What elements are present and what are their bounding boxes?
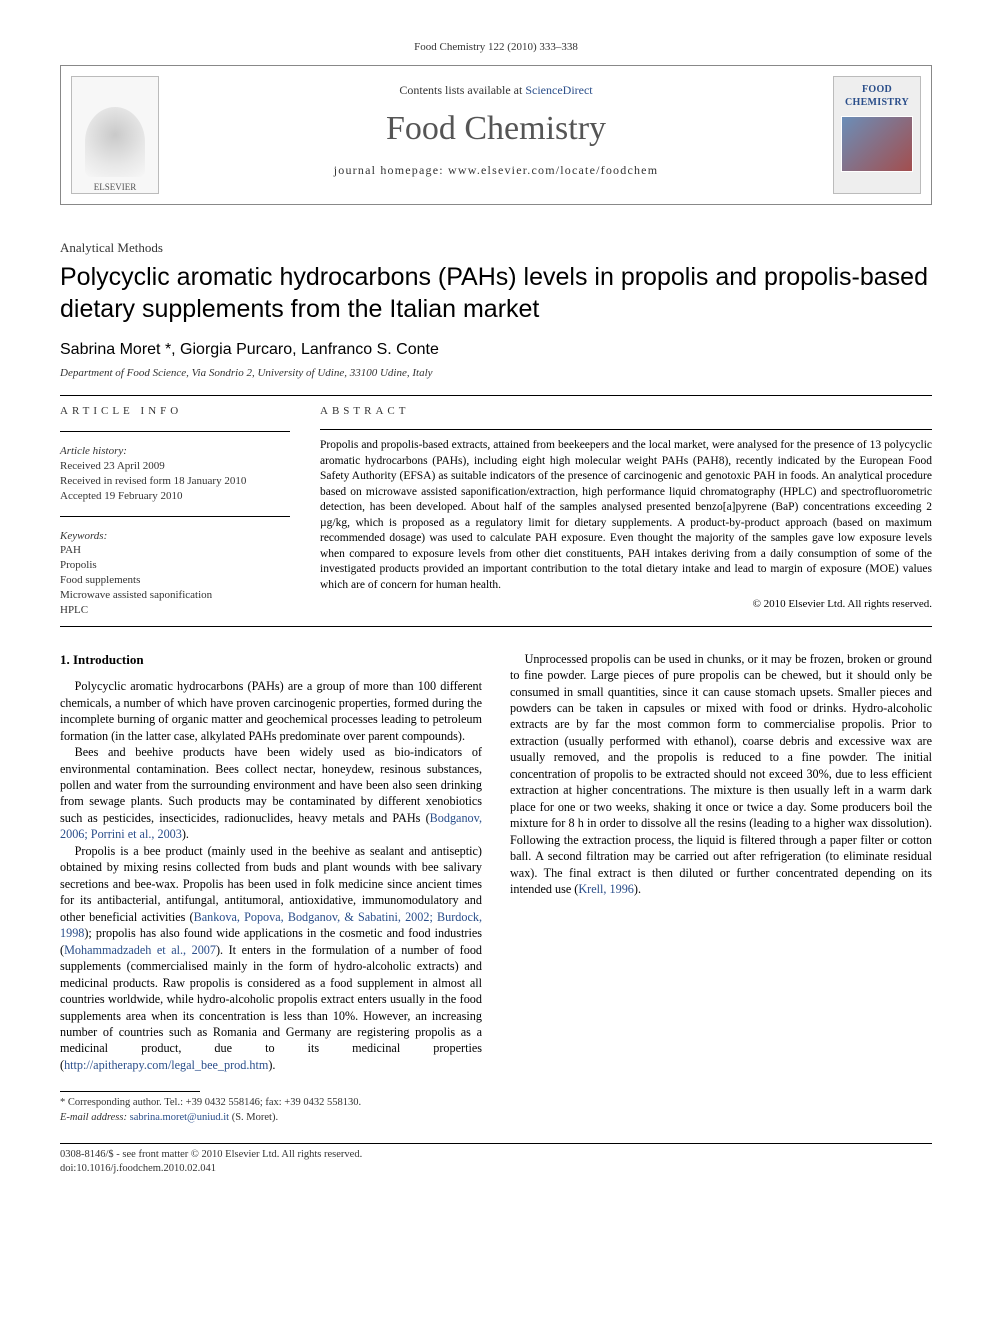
email-label: E-mail address: [60, 1112, 130, 1123]
abstract-heading: ABSTRACT [320, 404, 932, 419]
horizontal-rule [60, 395, 932, 396]
body-text: ). [634, 882, 641, 896]
email-link[interactable]: sabrina.moret@uniud.it [130, 1112, 229, 1123]
info-subrule [60, 431, 290, 432]
info-subrule [60, 516, 290, 517]
citation-link[interactable]: Mohammadzadeh et al., 2007 [64, 943, 216, 957]
footnote-email-line: E-mail address: sabrina.moret@uniud.it (… [60, 1111, 482, 1125]
affiliation: Department of Food Science, Via Sondrio … [60, 366, 932, 381]
external-link[interactable]: http://apitherapy.com/legal_bee_prod.htm [64, 1058, 268, 1072]
body-paragraph: Bees and beehive products have been wide… [60, 744, 482, 843]
issn-line: 0308-8146/$ - see front matter © 2010 El… [60, 1148, 932, 1162]
cover-image-placeholder [841, 116, 913, 172]
sciencedirect-link[interactable]: ScienceDirect [525, 83, 592, 97]
article-meta-row: ARTICLE INFO Article history: Received 2… [60, 404, 932, 617]
contents-prefix: Contents lists available at [399, 83, 525, 97]
contents-lists-line: Contents lists available at ScienceDirec… [171, 82, 821, 98]
keyword: PAH [60, 543, 290, 558]
body-paragraph: Unprocessed propolis can be used in chun… [510, 651, 932, 898]
body-text: Unprocessed propolis can be used in chun… [510, 652, 932, 897]
history-revised: Received in revised form 18 January 2010 [60, 474, 290, 489]
history-label: Article history: [60, 444, 290, 459]
abstract-column: ABSTRACT Propolis and propolis-based ext… [320, 404, 932, 617]
cover-word-bottom: CHEMISTRY [845, 96, 909, 110]
keyword: Food supplements [60, 573, 290, 588]
journal-header-box: ELSEVIER FOOD CHEMISTRY Contents lists a… [60, 65, 932, 205]
publisher-logo: ELSEVIER [71, 76, 159, 194]
body-text: ). [182, 827, 189, 841]
journal-cover-thumbnail: FOOD CHEMISTRY [833, 76, 921, 194]
journal-homepage-line: journal homepage: www.elsevier.com/locat… [171, 162, 821, 178]
article-section-label: Analytical Methods [60, 239, 932, 257]
body-text: Bees and beehive products have been wide… [60, 745, 482, 825]
publisher-name: ELSEVIER [94, 181, 137, 193]
homepage-url: www.elsevier.com/locate/foodchem [448, 163, 658, 177]
footnote-line: * Corresponding author. Tel.: +39 0432 5… [60, 1096, 482, 1110]
citation-link[interactable]: Krell, 1996 [578, 882, 634, 896]
body-paragraph: Propolis is a bee product (mainly used i… [60, 843, 482, 1074]
journal-title: Food Chemistry [171, 106, 821, 152]
author-list: Sabrina Moret *, Giorgia Purcaro, Lanfra… [60, 339, 932, 361]
article-title: Polycyclic aromatic hydrocarbons (PAHs) … [60, 262, 932, 325]
history-accepted: Accepted 19 February 2010 [60, 489, 290, 504]
cover-word-top: FOOD [862, 83, 892, 97]
horizontal-rule [60, 626, 932, 627]
email-suffix: (S. Moret). [229, 1112, 278, 1123]
keyword: HPLC [60, 603, 290, 618]
body-two-column: 1. Introduction Polycyclic aromatic hydr… [60, 651, 932, 1125]
abstract-text: Propolis and propolis-based extracts, at… [320, 438, 932, 593]
running-head: Food Chemistry 122 (2010) 333–338 [60, 40, 932, 55]
body-text: ). [268, 1058, 275, 1072]
keywords-label: Keywords: [60, 529, 290, 544]
keyword: Propolis [60, 558, 290, 573]
section-heading-intro: 1. Introduction [60, 651, 482, 669]
corresponding-author-footnote: * Corresponding author. Tel.: +39 0432 5… [60, 1096, 482, 1124]
history-received: Received 23 April 2009 [60, 459, 290, 474]
page-footer: 0308-8146/$ - see front matter © 2010 El… [60, 1143, 932, 1176]
footnote-separator [60, 1091, 200, 1092]
abstract-subrule [320, 429, 932, 430]
elsevier-tree-icon [85, 107, 145, 177]
article-info-heading: ARTICLE INFO [60, 404, 290, 419]
homepage-prefix: journal homepage: [334, 163, 448, 177]
doi-line: doi:10.1016/j.foodchem.2010.02.041 [60, 1162, 932, 1176]
body-paragraph: Polycyclic aromatic hydrocarbons (PAHs) … [60, 678, 482, 744]
abstract-copyright: © 2010 Elsevier Ltd. All rights reserved… [320, 597, 932, 612]
body-text: ). It enters in the formulation of a num… [60, 943, 482, 1072]
article-info-column: ARTICLE INFO Article history: Received 2… [60, 404, 290, 617]
keyword: Microwave assisted saponification [60, 588, 290, 603]
